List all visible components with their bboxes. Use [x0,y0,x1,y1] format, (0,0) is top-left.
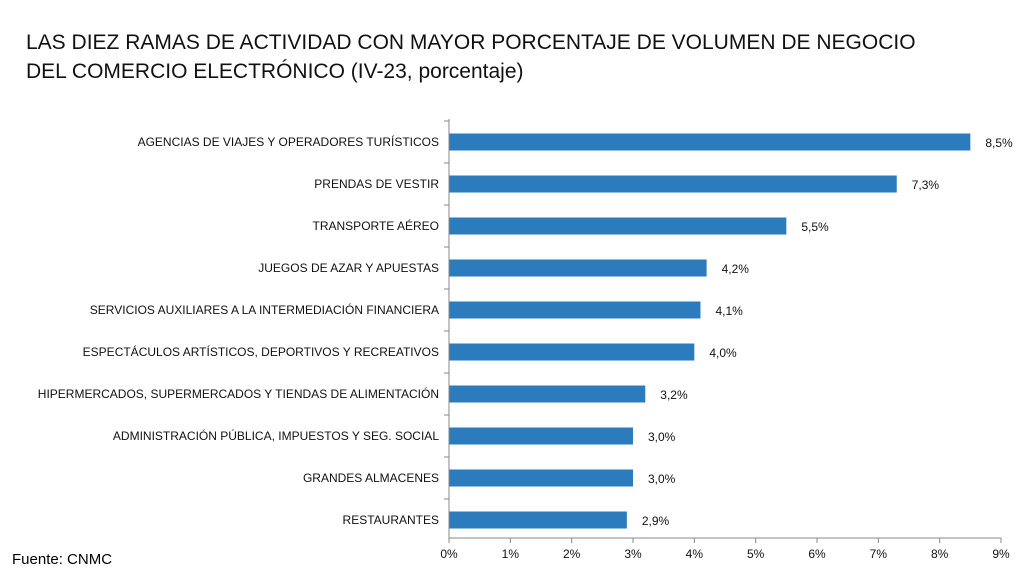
x-tick-label: 3% [624,547,642,561]
category-label: RESTAURANTES [343,513,439,527]
value-label: 7,3% [912,178,940,192]
bar [449,427,633,445]
category-label: HIPERMERCADOS, SUPERMERCADOS Y TIENDAS D… [38,386,439,401]
value-label: 3,0% [648,472,676,486]
bar [449,217,787,235]
value-label: 4,0% [709,346,737,360]
x-axis: 0% 1% 2% 3% 4% 5% 6% 7% 8% 9% [440,119,1010,561]
x-tick-label: 6% [808,547,826,561]
bar [449,259,707,277]
x-tick-label: 1% [502,547,520,561]
x-tick-label: 2% [563,547,581,561]
bar [449,343,695,361]
category-label: ESPECTÁCULOS ARTÍSTICOS, DEPORTIVOS Y RE… [83,344,439,359]
x-tick-label: 0% [440,547,458,561]
category-label: AGENCIAS DE VIAJES Y OPERADORES TURÍSTIC… [138,134,439,149]
x-tick-label: 9% [992,547,1010,561]
chart-title-line-2: DEL COMERCIO ELECTRÓNICO (IV-23, porcent… [26,60,524,83]
value-label: 2,9% [642,514,670,528]
value-label: 3,0% [648,430,676,444]
category-label: JUEGOS DE AZAR Y APUESTAS [258,261,439,275]
x-tick-label: 5% [747,547,765,561]
bar [449,511,627,529]
bar [449,133,971,151]
bars-layer: AGENCIAS DE VIAJES Y OPERADORES TURÍSTIC… [38,133,1013,529]
category-label: PRENDAS DE VESTIR [314,177,439,191]
value-label: 5,5% [801,220,829,234]
value-label: 4,1% [715,304,743,318]
category-label: ADMINISTRACIÓN PÚBLICA, IMPUESTOS Y SEG.… [113,428,439,443]
x-tick-label: 8% [931,547,949,561]
bar [449,175,897,193]
x-tick-label: 4% [686,547,704,561]
category-label: TRANSPORTE AÉREO [313,218,439,233]
bar [449,469,633,487]
value-label: 3,2% [660,388,688,402]
chart-title: LAS DIEZ RAMAS DE ACTIVIDAD CON MAYOR PO… [26,28,916,86]
category-label: GRANDES ALMACENES [303,471,439,485]
category-label: SERVICIOS AUXILIARES A LA INTERMEDIACIÓN… [90,302,439,317]
value-label: 4,2% [722,262,750,276]
bar [449,301,701,319]
x-tick-label: 7% [870,547,888,561]
value-label: 8,5% [985,136,1013,150]
source-note: Fuente: CNMC [12,551,113,568]
chart-title-line-1: LAS DIEZ RAMAS DE ACTIVIDAD CON MAYOR PO… [26,31,916,54]
bar [449,385,646,403]
